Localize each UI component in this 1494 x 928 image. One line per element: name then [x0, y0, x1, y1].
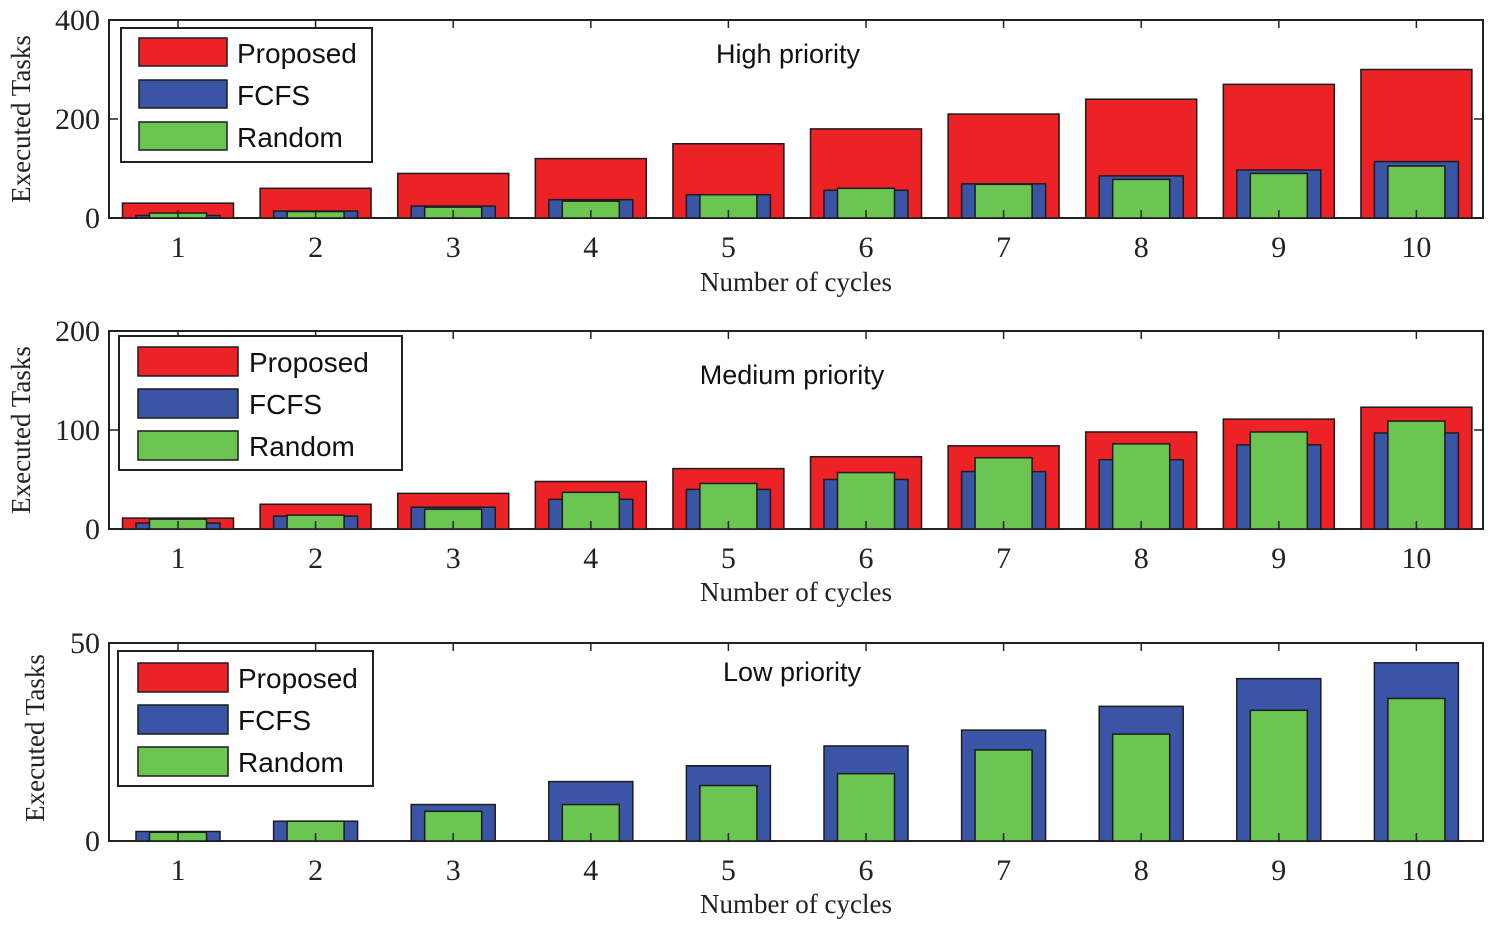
bar-random-cycle-5	[699, 784, 758, 842]
legend-swatch-random	[137, 430, 239, 461]
legend-label-fcfs: FCFS	[249, 389, 322, 420]
ticks-layer: 1 2 3 4 5 6 7 8 9 10 0 200 400	[55, 4, 1483, 264]
legend-swatch-fcfs	[137, 704, 229, 735]
y-tick-label: 0	[85, 513, 100, 546]
x-tick-label: 4	[583, 854, 598, 887]
legend-label-proposed: Proposed	[237, 38, 357, 69]
x-tick-label: 4	[583, 542, 598, 575]
legend-swatch-proposed	[137, 346, 239, 377]
bars-layer	[121, 68, 1473, 219]
legend-swatch-random	[138, 121, 228, 151]
legend-swatch-fcfs	[138, 79, 228, 109]
x-tick-label: 5	[721, 231, 736, 264]
legend: Proposed FCFS Random	[117, 650, 374, 787]
x-axis-label: Number of cycles	[700, 577, 892, 607]
x-tick-label: 6	[859, 542, 874, 575]
bars-layer	[135, 662, 1460, 842]
bar-random-cycle-10	[1387, 165, 1446, 219]
bar-random-cycle-7	[974, 749, 1033, 842]
x-tick-label: 2	[308, 542, 323, 575]
x-tick-label: 9	[1271, 854, 1286, 887]
bar-random-cycle-10	[1387, 420, 1446, 530]
x-tick-label: 3	[446, 231, 461, 264]
x-tick-label: 9	[1271, 542, 1286, 575]
y-tick-label: 0	[85, 825, 100, 858]
x-tick-label: 7	[996, 542, 1011, 575]
x-tick-label: 5	[721, 542, 736, 575]
legend-swatch-fcfs	[137, 388, 239, 419]
legend-label-random: Random	[249, 431, 355, 462]
bar-random-cycle-7	[974, 456, 1033, 530]
y-tick-label: 50	[70, 627, 100, 660]
x-tick-label: 6	[859, 231, 874, 264]
x-tick-label: 9	[1271, 231, 1286, 264]
legend-label-fcfs: FCFS	[238, 705, 311, 736]
y-axis-label: Executed Tasks	[20, 654, 50, 822]
legend-swatch-proposed	[137, 662, 229, 693]
ticks-layer: 1 2 3 4 5 6 7 8 9 10 0 50	[70, 627, 1483, 887]
bar-random-cycle-9	[1249, 709, 1309, 842]
x-tick-label: 1	[171, 542, 186, 575]
x-axis-label: Number of cycles	[700, 889, 892, 919]
x-tick-label: 10	[1401, 231, 1431, 264]
x-tick-label: 4	[583, 231, 598, 264]
x-tick-label: 8	[1134, 231, 1149, 264]
y-tick-label: 200	[55, 103, 100, 136]
x-tick-label: 2	[308, 854, 323, 887]
x-tick-label: 8	[1134, 542, 1149, 575]
y-tick-label: 100	[55, 414, 100, 447]
x-tick-label: 1	[171, 231, 186, 264]
legend-label-fcfs: FCFS	[237, 80, 310, 111]
y-axis-label: Executed Tasks	[6, 346, 36, 514]
legend-swatch-proposed	[138, 37, 228, 67]
legend-swatch-random	[137, 746, 229, 777]
bar-random-cycle-10	[1387, 697, 1446, 842]
y-axis-label: Executed Tasks	[6, 35, 36, 203]
x-tick-label: 2	[308, 231, 323, 264]
bar-random-cycle-6	[836, 471, 896, 530]
x-tick-label: 3	[446, 854, 461, 887]
x-tick-label: 10	[1401, 542, 1431, 575]
legend-label-proposed: Proposed	[238, 663, 358, 694]
x-tick-label: 3	[446, 542, 461, 575]
bar-random-cycle-6	[836, 772, 896, 842]
panel-high-priority: 1 2 3 4 5 6 7 8 9 10 0 200 400 High priority Number …	[6, 4, 1484, 297]
x-tick-label: 7	[996, 854, 1011, 887]
x-axis-label: Number of cycles	[700, 267, 892, 297]
y-tick-label: 200	[55, 315, 100, 348]
x-tick-label: 6	[859, 854, 874, 887]
legend-label-proposed: Proposed	[249, 347, 369, 378]
chart-title: High priority	[716, 39, 861, 69]
legend-label-random: Random	[238, 747, 344, 778]
chart-title: Low priority	[723, 657, 862, 687]
bar-random-cycle-8	[1111, 733, 1171, 842]
panel-low-priority: 1 2 3 4 5 6 7 8 9 10 0 50 Low priority Number of cy…	[20, 627, 1484, 919]
x-tick-label: 10	[1401, 854, 1431, 887]
x-tick-label: 7	[996, 231, 1011, 264]
bar-random-cycle-9	[1249, 431, 1309, 530]
x-tick-label: 8	[1134, 854, 1149, 887]
y-tick-label: 0	[85, 202, 100, 235]
legend-label-random: Random	[237, 122, 343, 153]
legend: Proposed FCFS Random	[120, 27, 373, 163]
legend: Proposed FCFS Random	[118, 335, 403, 471]
y-tick-label: 400	[55, 4, 100, 37]
bar-random-cycle-8	[1111, 443, 1171, 530]
x-tick-label: 5	[721, 854, 736, 887]
x-tick-label: 1	[171, 854, 186, 887]
chart-title: Medium priority	[700, 360, 885, 390]
